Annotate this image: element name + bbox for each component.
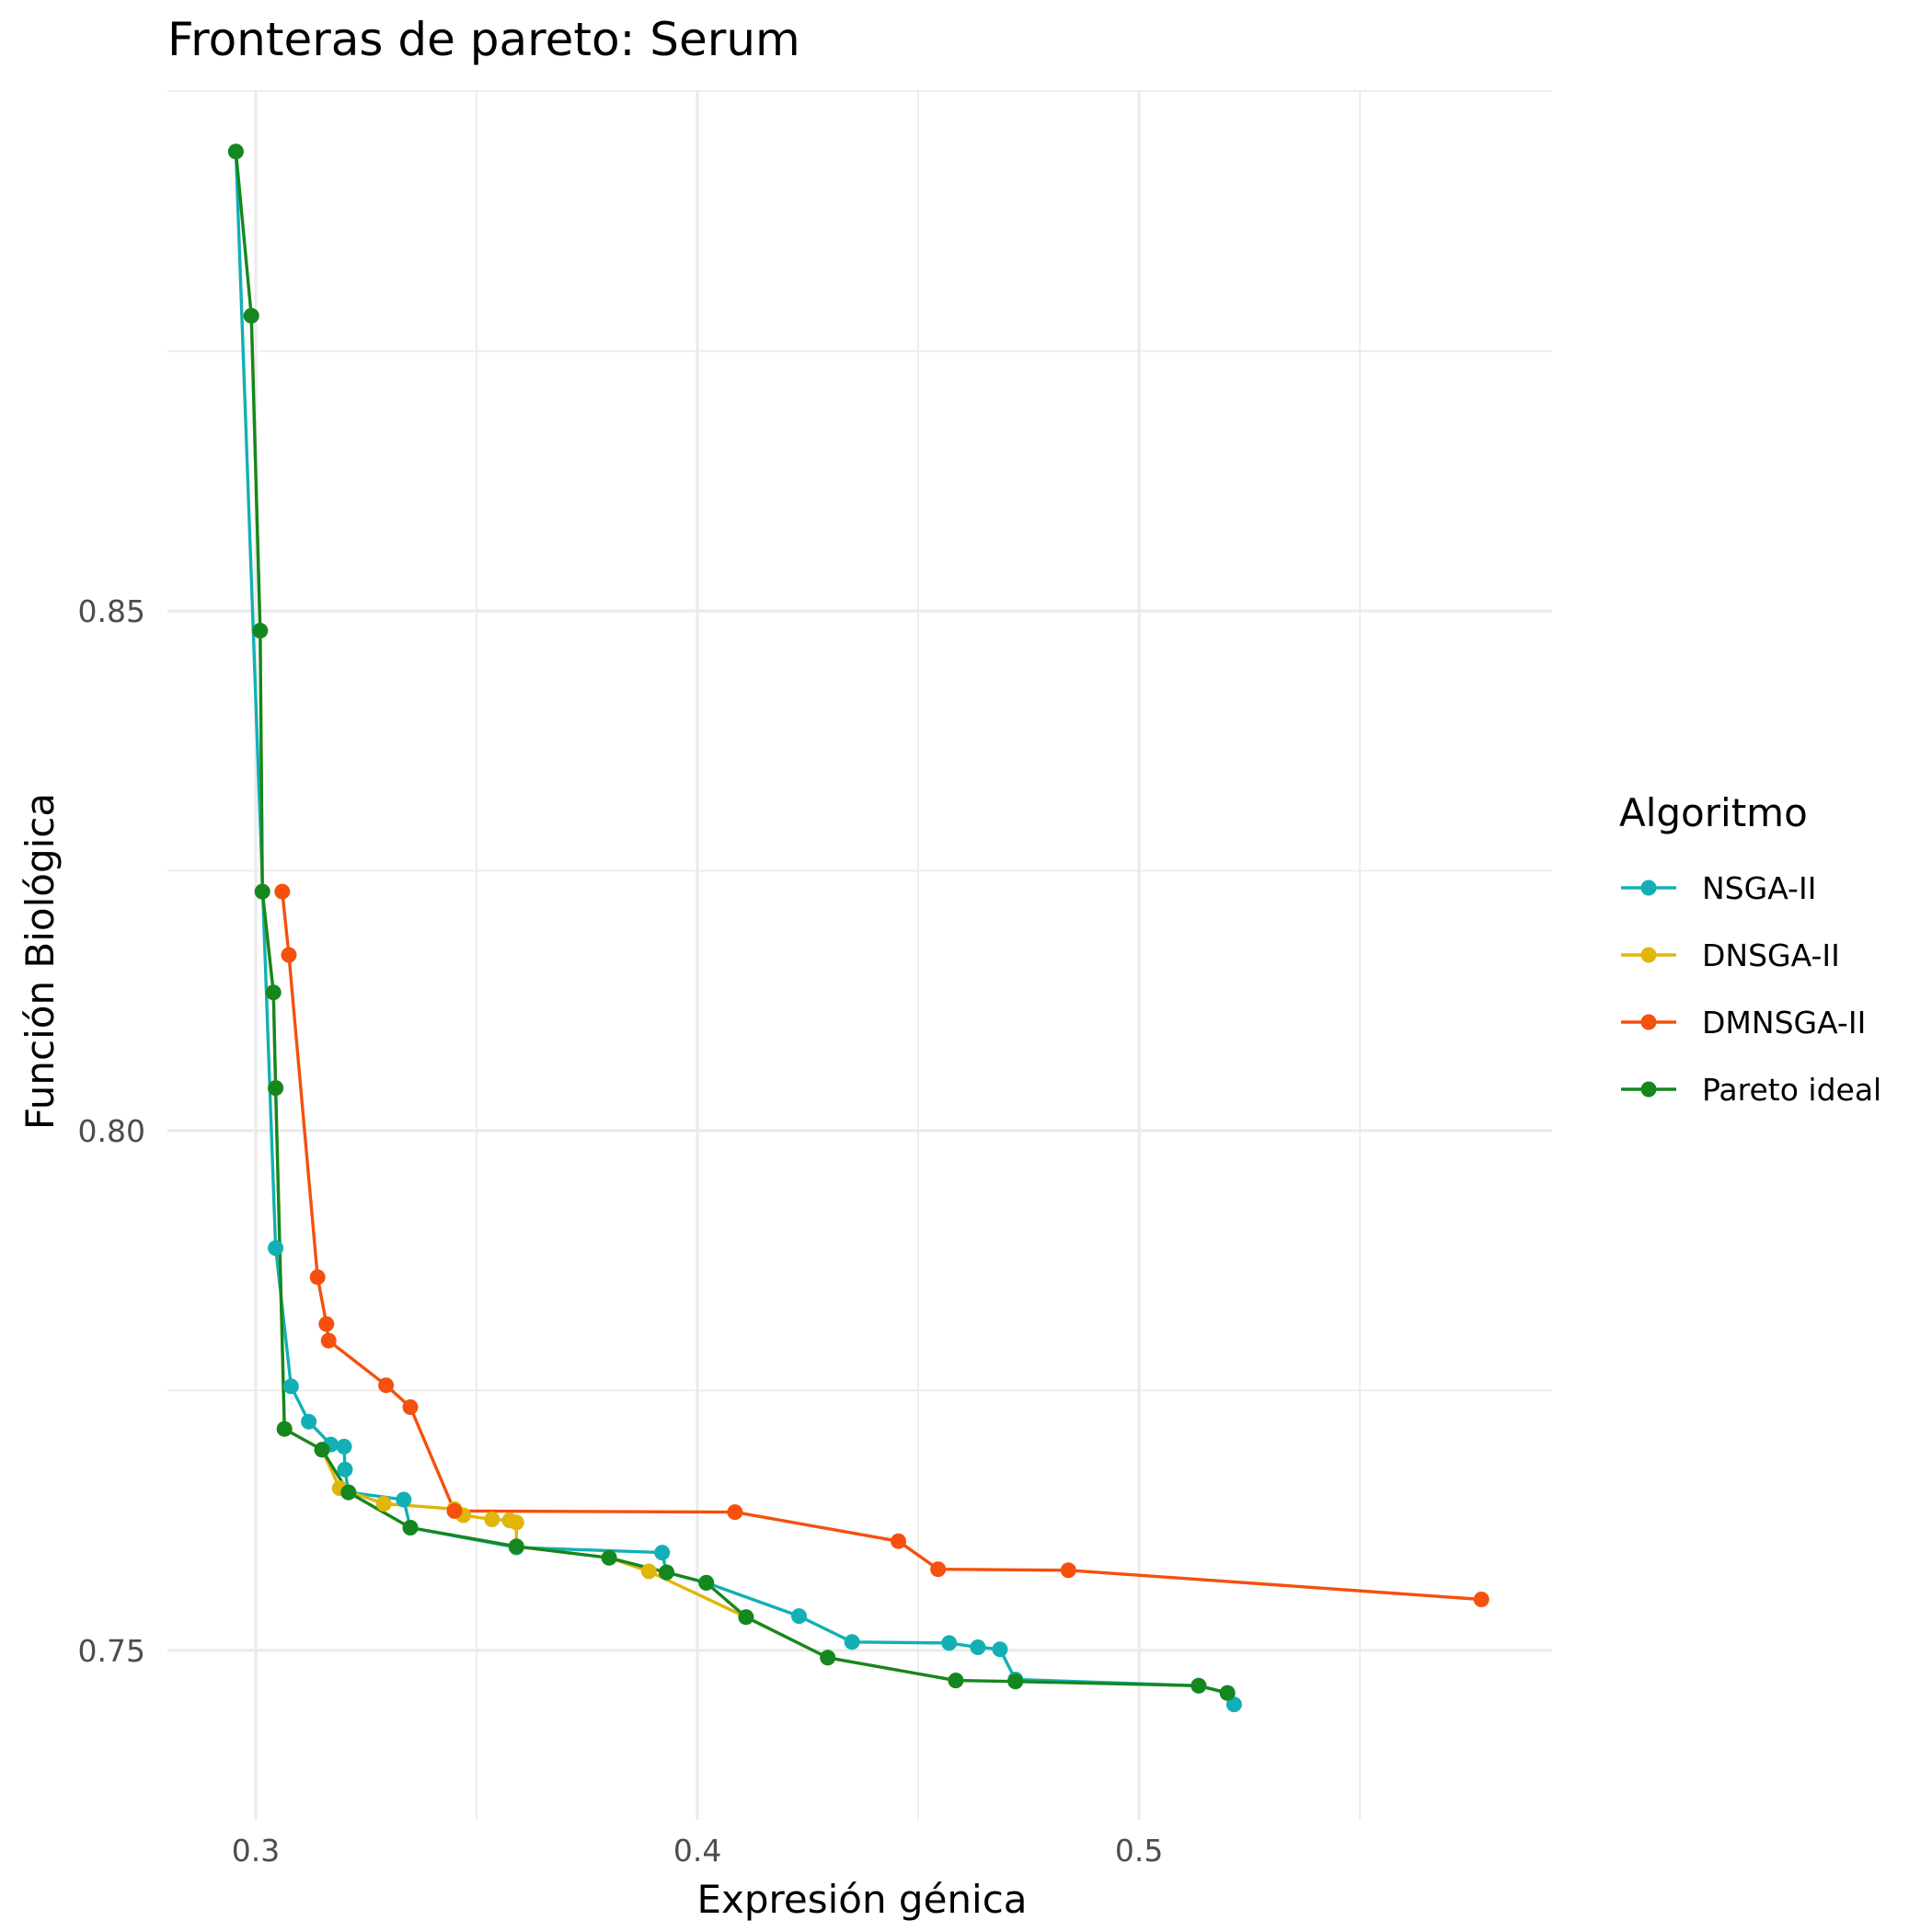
legend-swatch-point [1640, 1081, 1657, 1098]
x-axis-title: Expresión génica [696, 1877, 1027, 1922]
legend: Algoritmo NSGA-II DNSGA-II DMNSGA-II Pareto… [1619, 790, 1881, 1108]
data-point-pareto-ideal [698, 1574, 715, 1591]
data-point-pareto-ideal [1007, 1673, 1024, 1690]
data-point-pareto-ideal [820, 1650, 836, 1666]
legend-item-pareto-ideal: Pareto ideal [1621, 1072, 1881, 1108]
data-point-pareto-ideal [738, 1609, 754, 1626]
data-point-nsga-ii [970, 1639, 986, 1655]
data-point-pareto-ideal [1219, 1685, 1236, 1701]
data-point-pareto-ideal [254, 883, 270, 900]
data-point-pareto-ideal [268, 1080, 284, 1097]
data-point-nsga-ii [1225, 1696, 1242, 1713]
legend-label: DNSGA-II [1702, 937, 1840, 973]
data-point-pareto-ideal [1190, 1677, 1207, 1694]
data-point-dmnsga-ii [309, 1269, 326, 1285]
data-point-dmnsga-ii [930, 1561, 947, 1578]
y-tick-label: 0.80 [78, 1113, 145, 1149]
data-point-dmnsga-ii [281, 947, 297, 963]
grid-lines [167, 90, 1552, 1820]
data-point-dmnsga-ii [320, 1332, 337, 1349]
y-tick-label: 0.85 [78, 593, 145, 629]
series-line-dnsga-ii [249, 316, 957, 1683]
data-point-nsga-ii [301, 1413, 317, 1430]
series-line-dmnsga-ii [281, 891, 1482, 1602]
data-point-nsga-ii [791, 1608, 807, 1625]
legend-swatch-point [1640, 947, 1657, 963]
data-point-dnsga-ii [640, 1563, 657, 1580]
data-point-dmnsga-ii [891, 1533, 906, 1549]
data-point-pareto-ideal [276, 1420, 293, 1437]
legend-item-dnsga-ii: DNSGA-II [1621, 937, 1840, 973]
x-tick-label: 0.4 [673, 1833, 721, 1869]
y-axis-title: Función Biológica [17, 793, 63, 1130]
data-point-dmnsga-ii [1060, 1562, 1076, 1579]
data-point-nsga-ii [337, 1461, 353, 1478]
chart-title: Fronteras de pareto: Serum [167, 13, 800, 66]
data-point-nsga-ii [268, 1240, 284, 1257]
data-point-nsga-ii [844, 1634, 860, 1650]
x-tick-label: 0.5 [1115, 1833, 1163, 1869]
y-tick-label: 0.75 [78, 1633, 145, 1669]
data-point-pareto-ideal [340, 1484, 357, 1501]
data-point-pareto-ideal [252, 623, 269, 638]
data-point-pareto-ideal [314, 1442, 330, 1458]
data-point-pareto-ideal [601, 1549, 617, 1566]
data-point-dmnsga-ii [446, 1502, 463, 1519]
data-point-pareto-ideal [243, 307, 259, 324]
data-point-nsga-ii [941, 1635, 958, 1651]
data-point-dnsga-ii [375, 1496, 392, 1512]
legend-label: NSGA-II [1702, 870, 1816, 906]
data-points [227, 144, 1489, 1713]
data-point-nsga-ii [654, 1545, 671, 1561]
data-point-dmnsga-ii [1473, 1592, 1489, 1607]
data-point-pareto-ideal [948, 1673, 964, 1689]
data-point-nsga-ii [336, 1438, 352, 1455]
data-point-pareto-ideal [402, 1520, 419, 1535]
data-point-pareto-ideal [265, 984, 282, 1001]
series-line-pareto-ideal [234, 151, 1228, 1695]
legend-items: NSGA-II DNSGA-II DMNSGA-II Pareto ideal [1621, 870, 1881, 1108]
legend-swatch-point [1640, 880, 1657, 896]
data-point-dmnsga-ii [274, 883, 291, 900]
series-lines [234, 151, 1482, 1706]
series-line-nsga-ii [234, 151, 1236, 1706]
data-point-nsga-ii [992, 1641, 1008, 1658]
legend-label: DMNSGA-II [1702, 1005, 1866, 1041]
legend-label: Pareto ideal [1702, 1072, 1881, 1108]
legend-item-dmnsga-ii: DMNSGA-II [1621, 1005, 1866, 1041]
data-point-dmnsga-ii [727, 1504, 743, 1521]
legend-item-nsga-ii: NSGA-II [1621, 870, 1816, 906]
x-tick-label: 0.3 [232, 1833, 280, 1869]
data-point-dmnsga-ii [402, 1399, 419, 1415]
data-point-dmnsga-ii [318, 1316, 335, 1332]
tick-labels: 0.3 0.4 0.5 0.75 0.80 0.85 [78, 593, 1164, 1869]
data-point-pareto-ideal [659, 1564, 674, 1581]
legend-title: Algoritmo [1619, 790, 1808, 835]
data-point-dnsga-ii [484, 1512, 500, 1527]
data-point-nsga-ii [396, 1491, 412, 1508]
data-point-nsga-ii [282, 1378, 299, 1395]
data-point-pareto-ideal [508, 1538, 524, 1555]
data-point-dmnsga-ii [378, 1377, 395, 1394]
legend-swatch-point [1640, 1014, 1657, 1030]
data-point-dnsga-ii [508, 1514, 524, 1531]
data-point-pareto-ideal [227, 144, 244, 160]
